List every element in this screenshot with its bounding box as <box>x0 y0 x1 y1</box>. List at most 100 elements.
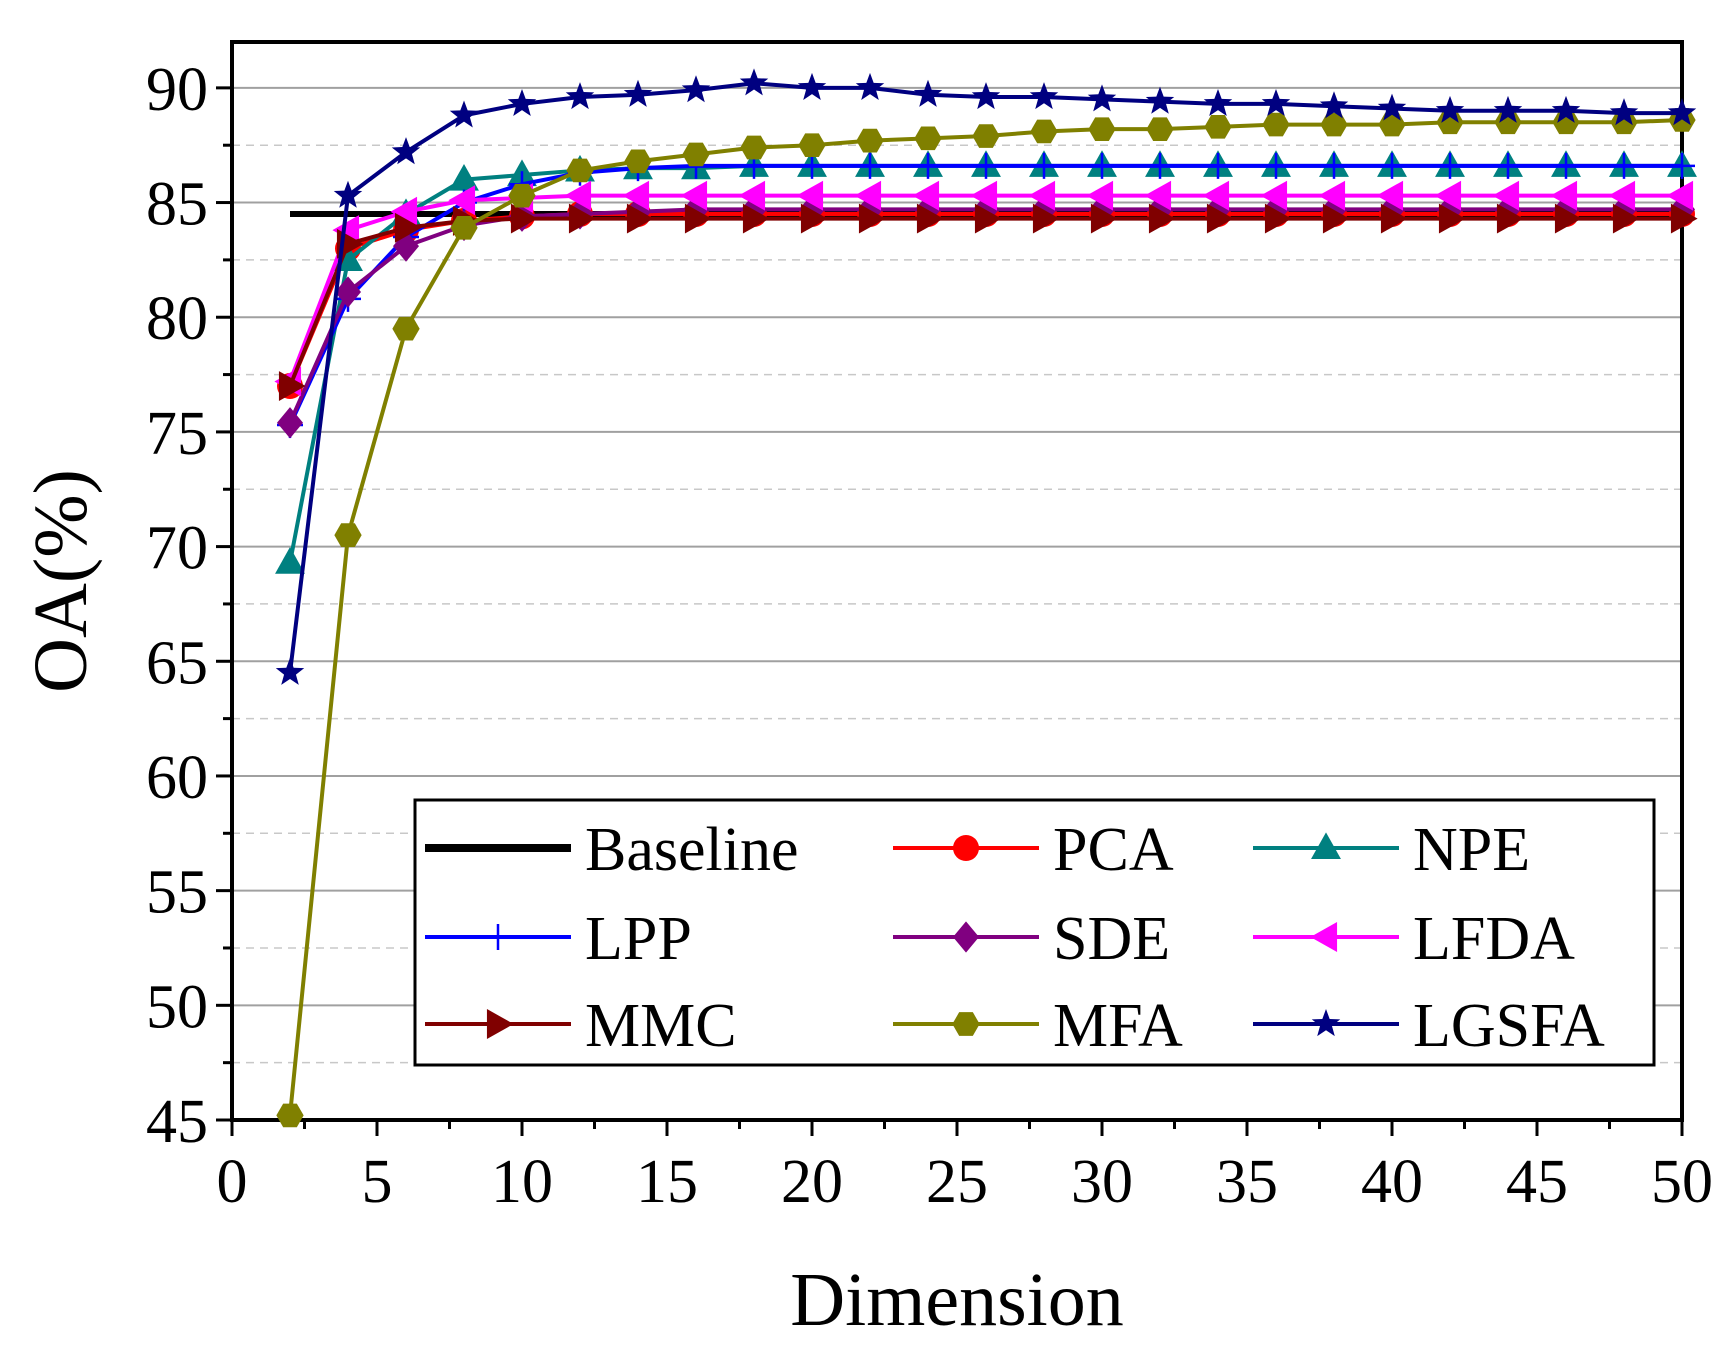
legend-marker-mfa <box>952 1012 980 1036</box>
legend-label-mfa: MFA <box>1053 992 1183 1060</box>
point-lpp <box>1263 152 1289 179</box>
point-lgsfa <box>333 180 363 208</box>
legend-item-lpp: LPP <box>425 905 692 973</box>
point-lfda <box>912 180 940 211</box>
point-lfda <box>1202 180 1230 211</box>
point-mfa <box>624 149 652 174</box>
point-mfa <box>914 126 942 151</box>
point-lgsfa <box>449 100 479 128</box>
point-mmc <box>510 203 538 234</box>
point-lfda <box>1434 180 1462 211</box>
point-sde <box>393 230 419 262</box>
point-lfda <box>854 180 882 211</box>
point-lfda <box>1086 180 1114 211</box>
legend-item-baseline: Baseline <box>425 816 799 884</box>
point-mmc <box>916 203 944 234</box>
legend-item-mmc: MMC <box>425 992 737 1060</box>
y-tick-label: 85 <box>146 171 208 239</box>
legend-marker-lgsfa <box>1311 1009 1341 1037</box>
point-lpp <box>1205 152 1231 179</box>
point-lgsfa <box>275 657 305 685</box>
y-tick-label: 80 <box>146 285 208 353</box>
legend-label-lgsfa: LGSFA <box>1413 992 1605 1060</box>
point-lfda <box>448 185 476 216</box>
legend-item-pca: PCA <box>893 816 1174 884</box>
point-mmc <box>1264 203 1292 234</box>
point-lgsfa <box>507 88 537 117</box>
point-lfda <box>1608 180 1636 211</box>
legend-label-lpp: LPP <box>585 905 692 973</box>
y-tick-label: 45 <box>146 1088 208 1156</box>
point-mmc <box>1496 203 1524 234</box>
y-axis-title: OA(%) <box>19 469 103 693</box>
point-lgsfa <box>855 72 885 100</box>
point-mfa <box>566 158 594 183</box>
point-lfda <box>738 180 766 211</box>
legend: Baseline PCA NPE LPP SDE LFDA MMC MFA LGSFA <box>413 798 1656 1067</box>
x-tick-label: 10 <box>491 1148 553 1216</box>
y-tick-label: 65 <box>146 629 208 697</box>
point-lfda <box>1318 180 1346 211</box>
legend-label-lfda: LFDA <box>1413 905 1575 973</box>
point-mmc <box>800 203 828 234</box>
legend-box <box>413 798 1656 1067</box>
point-mmc <box>742 203 770 234</box>
point-lpp <box>1379 152 1405 179</box>
point-mmc <box>974 203 1002 234</box>
x-axis-title: Dimension <box>790 1258 1124 1342</box>
x-tick-label: 35 <box>1216 1148 1278 1216</box>
legend-marker-pca <box>953 835 979 861</box>
point-lgsfa <box>1319 91 1349 119</box>
point-lpp <box>1437 152 1463 179</box>
point-lfda <box>680 180 708 211</box>
point-lfda <box>1376 180 1404 211</box>
point-lpp <box>1611 152 1637 179</box>
point-lfda <box>970 180 998 211</box>
legend-marker-lfda <box>1310 922 1338 952</box>
point-mmc <box>568 203 596 234</box>
point-lgsfa <box>565 82 595 110</box>
point-sde <box>277 407 303 439</box>
point-mfa <box>740 135 768 160</box>
point-lgsfa <box>797 72 827 100</box>
point-mfa <box>856 128 884 153</box>
x-tick-label: 45 <box>1506 1148 1568 1216</box>
series-mfa <box>276 108 1696 1128</box>
legend-marker-mmc <box>486 1009 514 1039</box>
point-mmc <box>1090 203 1118 234</box>
point-lpp <box>1669 152 1695 179</box>
legend-item-mfa: MFA <box>893 992 1183 1060</box>
point-lpp <box>973 152 999 179</box>
point-npe <box>275 547 305 574</box>
point-lgsfa <box>1261 88 1291 117</box>
point-lgsfa <box>739 68 769 96</box>
x-tick-label: 20 <box>781 1148 843 1216</box>
point-lfda <box>1550 180 1578 211</box>
point-lfda <box>1028 180 1056 211</box>
point-lfda <box>1666 180 1694 211</box>
x-tick-label: 5 <box>362 1148 393 1216</box>
point-lgsfa <box>1551 95 1581 123</box>
point-lgsfa <box>913 79 943 107</box>
legend-marker-lpp <box>485 924 511 950</box>
point-mmc <box>1670 203 1698 234</box>
point-lfda <box>622 180 650 211</box>
point-lgsfa <box>1667 98 1697 126</box>
y-tick-label: 70 <box>146 515 208 583</box>
legend-item-lgsfa: LGSFA <box>1253 992 1605 1060</box>
point-mfa <box>392 316 420 341</box>
point-mmc <box>278 371 306 401</box>
point-mfa <box>276 1103 304 1128</box>
point-mmc <box>858 203 886 234</box>
legend-label-mmc: MMC <box>585 992 737 1060</box>
point-lgsfa <box>1087 84 1117 112</box>
point-lfda <box>1144 180 1172 211</box>
point-lgsfa <box>1145 86 1175 114</box>
point-lfda <box>796 180 824 211</box>
point-lgsfa <box>391 137 421 165</box>
point-lpp <box>1089 152 1115 179</box>
point-mfa <box>1204 115 1232 139</box>
point-mfa <box>1030 119 1058 144</box>
point-lgsfa <box>1203 88 1233 117</box>
